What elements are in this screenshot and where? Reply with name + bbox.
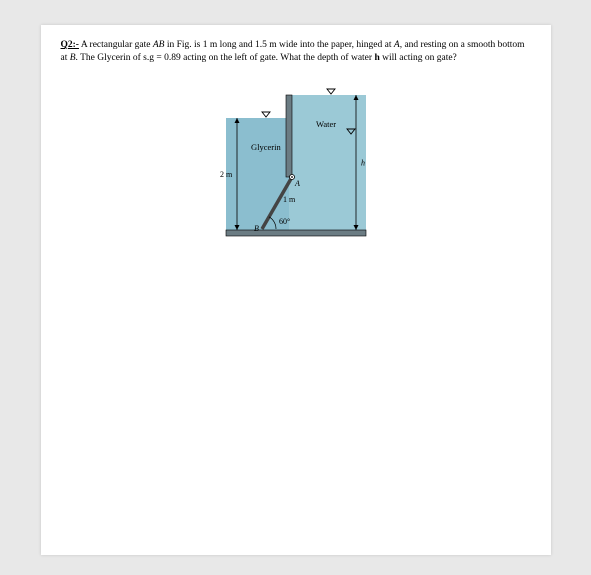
question-label: Q2:- — [61, 40, 79, 50]
question-text: Q2:- A rectangular gate AB in Fig. is 1 … — [61, 39, 531, 65]
svg-text:Glycerin: Glycerin — [251, 142, 281, 152]
svg-text:Water: Water — [316, 119, 336, 129]
svg-text:60°: 60° — [279, 217, 290, 226]
svg-text:2 m: 2 m — [220, 170, 233, 179]
svg-text:B: B — [254, 224, 259, 233]
q-t4: . The Glycerin of s.g = 0.89 acting on t… — [76, 53, 375, 63]
q-t1: A rectangular gate — [79, 40, 153, 50]
svg-text:A: A — [294, 179, 300, 188]
q-t2: in Fig. is 1 m long and 1.5 m wide into … — [164, 40, 393, 50]
gate-name: AB — [153, 40, 165, 50]
page: Q2:- A rectangular gate AB in Fig. is 1 … — [41, 25, 551, 555]
svg-text:1 m: 1 m — [283, 195, 296, 204]
figure-container: 2 m h 1 m 60° Water Glycerin A B — [61, 75, 531, 240]
q-t5: will acting on gate? — [380, 53, 457, 63]
svg-text:h: h — [361, 158, 365, 167]
diagram: 2 m h 1 m 60° Water Glycerin A B — [216, 75, 376, 240]
